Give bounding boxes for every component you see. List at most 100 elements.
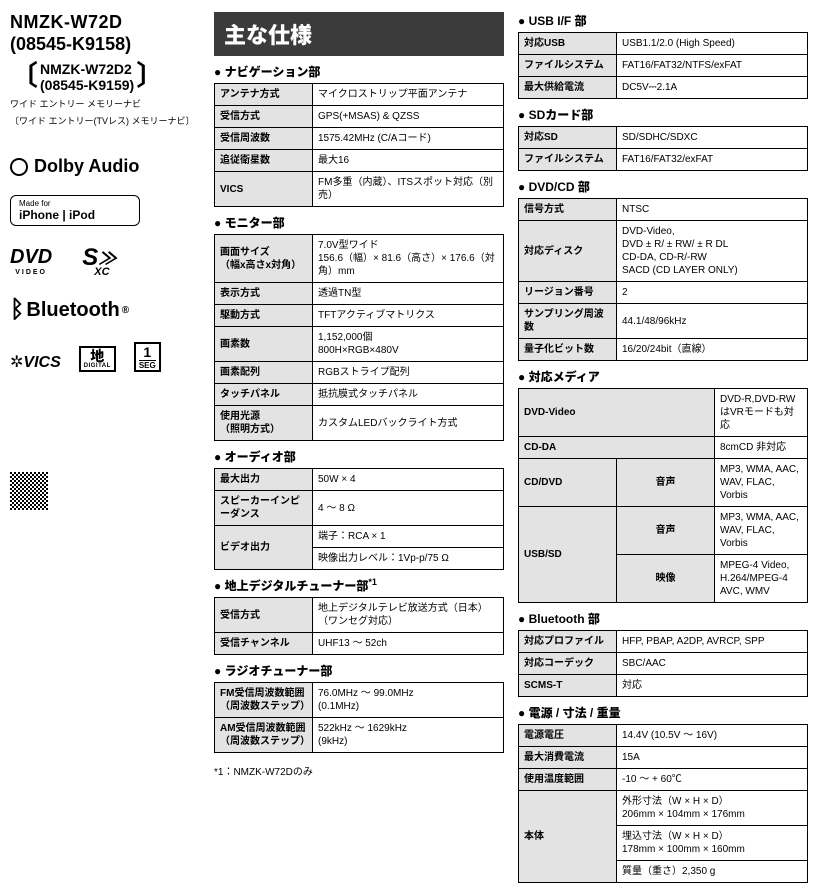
spec-label: 対応ディスク [519, 221, 617, 282]
spec-label: VICS [215, 172, 313, 207]
oneseg-logo: 1 SEG [134, 342, 161, 372]
spec-label: サンプリング周波数 [519, 304, 617, 339]
spec-label: 最大消費電流 [519, 747, 617, 769]
section-dttv: 地上デジタルチューナー部*1 [214, 577, 504, 594]
spec-label: 受信方式 [215, 106, 313, 128]
table-dttv: 受信方式地上デジタルテレビ放送方式（日本）（ワンセグ対応）受信チャンネルUHF1… [214, 597, 504, 655]
sdxc-logo: S≫ XC [82, 244, 116, 278]
model-code-2: (08545-K9159) [40, 77, 134, 93]
bracket-left: 〔 [10, 65, 38, 87]
spec-value: NTSC [617, 199, 808, 221]
made-for-iphone-logo: Made for iPhone | iPod [10, 195, 140, 226]
spec-value: FAT16/FAT32/NTFS/exFAT [617, 55, 808, 77]
spec-label: 追従衛星数 [215, 150, 313, 172]
spec-label: 表示方式 [215, 283, 313, 305]
spec-value: 地上デジタルテレビ放送方式（日本）（ワンセグ対応） [313, 598, 504, 633]
spec-value: SD/SDHC/SDXC [617, 127, 808, 149]
spec-value: 最大16 [313, 150, 504, 172]
spec-value: GPS(+MSAS) & QZSS [313, 106, 504, 128]
dolby-logo: Dolby Audio [10, 156, 200, 177]
spec-value: マイクロストリップ平面アンテナ [313, 84, 504, 106]
section-audio: オーディオ部 [214, 448, 504, 465]
spec-label: 使用光源 （照明方式） [215, 406, 313, 441]
spec-value: RGBストライプ配列 [313, 362, 504, 384]
table-audio: 最大出力50W × 4 スピーカーインピーダンス4 ～ 8 Ω ビデオ出力端子：… [214, 468, 504, 570]
spec-label: 対応USB [519, 33, 617, 55]
spec-label: AM受信周波数範囲 （周波数ステップ） [215, 718, 313, 753]
section-sd: SDカード部 [518, 106, 808, 123]
spec-value: FAT16/FAT32/exFAT [617, 149, 808, 171]
dolby-icon [10, 158, 28, 176]
section-navigation: ナビゲーション部 [214, 63, 504, 80]
center-column: 主な仕様 ナビゲーション部 アンテナ方式マイクロストリップ平面アンテナ受信方式G… [214, 12, 504, 883]
spec-label: 対応コーデック [519, 653, 617, 675]
chideji-logo: 地 DIGITAL [79, 346, 116, 372]
table-bluetooth: 対応プロファイルHFP, PBAP, A2DP, AVRCP, SPP対応コーデ… [518, 630, 808, 697]
spec-label: 受信周波数 [215, 128, 313, 150]
bracket-right: 〕 [136, 65, 164, 87]
vics-logo: ✲VICS [10, 352, 61, 372]
spec-value: HFP, PBAP, A2DP, AVRCP, SPP [617, 631, 808, 653]
spec-value: 15A [617, 747, 808, 769]
bluetooth-icon: ᛒ [10, 296, 24, 324]
table-dvdcd: 信号方式NTSC対応ディスクDVD-Video, DVD ± R/ ± RW/ … [518, 198, 808, 361]
section-usb: USB I/F 部 [518, 12, 808, 29]
section-radio: ラジオチューナー部 [214, 662, 504, 679]
spec-label: 電源電圧 [519, 725, 617, 747]
spec-label: 対応SD [519, 127, 617, 149]
spec-label: 量子化ビット数 [519, 339, 617, 361]
qr-code [10, 472, 200, 510]
spec-value: 抵抗膜式タッチパネル [313, 384, 504, 406]
spec-label: 使用温度範囲 [519, 769, 617, 791]
product-subtitle-2: 〔ワイド エントリー(TVレス) メモリーナビ〕 [10, 116, 200, 128]
section-monitor: モニター部 [214, 214, 504, 231]
section-dvdcd: DVD/CD 部 [518, 178, 808, 195]
spec-label: 駆動方式 [215, 305, 313, 327]
spec-label: SCMS-T [519, 675, 617, 697]
table-radio: FM受信周波数範囲 （周波数ステップ）76.0MHz ～ 99.0MHz (0.… [214, 682, 504, 753]
table-media: DVD-VideoDVD-R,DVD-RWはVRモードも対応 CD-DA8cmC… [518, 388, 808, 603]
bluetooth-logo: ᛒ Bluetooth® [10, 296, 200, 324]
spec-label: 対応プロファイル [519, 631, 617, 653]
spec-label: 画素数 [215, 327, 313, 362]
spec-value: 7.0V型ワイド 156.6（幅）× 81.6（高さ）× 176.6（対角）mm [313, 235, 504, 283]
spec-label: 最大供給電流 [519, 77, 617, 99]
spec-value: 1575.42MHz (C/Aコード) [313, 128, 504, 150]
sub-model-bracket: 〔 NMZK-W72D2 (08545-K9159) 〕 [10, 61, 200, 93]
spec-label: タッチパネル [215, 384, 313, 406]
spec-value: USB1.1/2.0 (High Speed) [617, 33, 808, 55]
spec-label: リージョン番号 [519, 282, 617, 304]
dvd-video-logo: DVD VIDEO [10, 246, 52, 276]
spec-value: 16/20/24bit（直線） [617, 339, 808, 361]
table-monitor: 画面サイズ （幅x高さx対角）7.0V型ワイド 156.6（幅）× 81.6（高… [214, 234, 504, 441]
table-navigation: アンテナ方式マイクロストリップ平面アンテナ受信方式GPS(+MSAS) & QZ… [214, 83, 504, 207]
spec-label: 画面サイズ （幅x高さx対角） [215, 235, 313, 283]
spec-value: DC5V⎓2.1A [617, 77, 808, 99]
spec-value: 76.0MHz ～ 99.0MHz (0.1MHz) [313, 683, 504, 718]
spec-label: ファイルシステム [519, 149, 617, 171]
spec-value: -10 ～ + 60℃ [617, 769, 808, 791]
spec-label: 画素配列 [215, 362, 313, 384]
logos-block: Dolby Audio Made for iPhone | iPod DVD V… [10, 156, 200, 372]
spec-label: アンテナ方式 [215, 84, 313, 106]
spec-value: SBC/AAC [617, 653, 808, 675]
left-column: NMZK-W72D (08545-K9158) 〔 NMZK-W72D2 (08… [10, 12, 200, 883]
spec-value: 522kHz ～ 1629kHz (9kHz) [313, 718, 504, 753]
spec-value: UHF13 ～ 52ch [313, 633, 504, 655]
footnote: *1：NMZK-W72Dのみ [214, 763, 504, 778]
table-sd: 対応SDSD/SDHC/SDXCファイルシステムFAT16/FAT32/exFA… [518, 126, 808, 171]
spec-label: 信号方式 [519, 199, 617, 221]
table-usb: 対応USBUSB1.1/2.0 (High Speed)ファイルシステムFAT1… [518, 32, 808, 99]
section-power: 電源 / 寸法 / 重量 [518, 704, 808, 721]
model-number-1: NMZK-W72D [10, 12, 200, 34]
product-subtitle-1: ワイド エントリー メモリーナビ [10, 99, 200, 111]
spec-label: 受信チャンネル [215, 633, 313, 655]
spec-label: ファイルシステム [519, 55, 617, 77]
spec-value: 2 [617, 282, 808, 304]
spec-label: FM受信周波数範囲 （周波数ステップ） [215, 683, 313, 718]
right-column: USB I/F 部 対応USBUSB1.1/2.0 (High Speed)ファ… [518, 12, 808, 883]
table-power: 電源電圧14.4V (10.5V ～ 16V)最大消費電流15A使用温度範囲-1… [518, 724, 808, 883]
spec-value: 14.4V (10.5V ～ 16V) [617, 725, 808, 747]
spec-value: FM多重（内蔵）、ITSスポット対応（別売） [313, 172, 504, 207]
main-spec-header: 主な仕様 [214, 12, 504, 56]
